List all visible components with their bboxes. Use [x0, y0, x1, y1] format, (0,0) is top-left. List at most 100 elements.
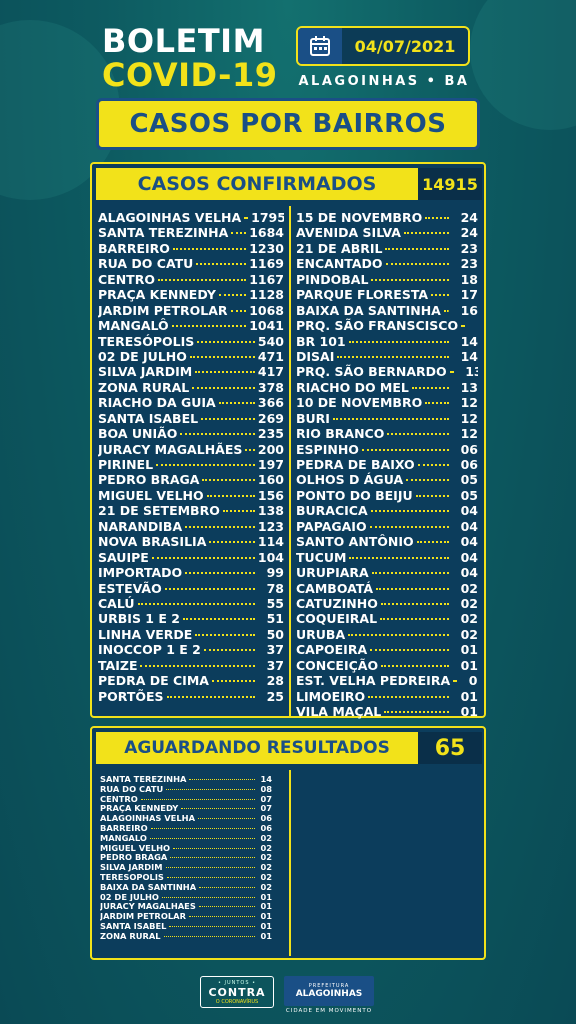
neighborhood-name: IMPORTADO	[98, 565, 183, 581]
neighborhood-name: URUBA	[296, 626, 346, 642]
case-count: 378	[257, 379, 284, 395]
case-count: 366	[257, 395, 284, 411]
neighborhood-name: CENTRO	[100, 793, 138, 804]
list-item: ALAGOINHAS VELHA 06	[100, 813, 272, 823]
dotted-leader	[406, 479, 449, 482]
dotted-leader	[198, 906, 255, 908]
case-count: 01	[460, 642, 478, 658]
dotted-leader	[231, 232, 247, 235]
list-item: BURI 12	[296, 411, 478, 426]
list-item: MIGUEL VELHO 156	[98, 488, 284, 503]
case-count: 02	[460, 626, 478, 642]
dotted-leader	[165, 867, 255, 869]
neighborhood-name: JARDIM PETROLAR	[100, 911, 186, 921]
case-count: 04	[460, 534, 478, 550]
neighborhood-name: URBIS 1 E 2	[98, 611, 180, 627]
neighborhood-name: LIMOEIRO	[296, 688, 366, 704]
list-item: 02 DE JULHO 471	[98, 349, 284, 364]
dotted-leader	[380, 602, 449, 605]
neighborhood-name: EST. VELHA PEDREIRA	[296, 673, 451, 689]
case-count: 05	[460, 472, 478, 488]
dotted-leader	[189, 355, 255, 358]
dotted-leader	[199, 886, 255, 888]
neighborhood-name: 02 DE JULHO	[100, 891, 159, 902]
case-count: 37	[266, 642, 284, 658]
confirmed-title: CASOS CONFIRMADOS	[96, 168, 418, 200]
case-count: 471	[257, 348, 284, 364]
dotted-leader	[197, 340, 255, 343]
list-item: INOCCOP 1 E 2 37	[98, 642, 284, 657]
dotted-leader	[185, 525, 255, 528]
dotted-leader	[164, 587, 255, 590]
list-item: TERESÓPOLIS 540	[98, 334, 284, 349]
case-count: 01	[460, 657, 478, 673]
case-count: 78	[266, 580, 284, 596]
case-count: 01	[260, 911, 272, 921]
neighborhood-name: PEDRA DE BAIXO	[296, 457, 415, 472]
awaiting-results-panel: AGUARDANDO RESULTADOS 65 SANTA TEREZINHA…	[90, 726, 486, 960]
bulletin-date: 04/07/2021	[354, 36, 456, 56]
dotted-leader	[192, 386, 255, 389]
list-item: MIGUEL VELHO 02	[100, 843, 272, 853]
list-item: CENTRO 1167	[98, 272, 284, 287]
case-count: 17	[460, 287, 478, 303]
neighborhood-name: MIGUEL VELHO	[98, 487, 204, 503]
case-count: 269	[257, 410, 284, 426]
neighborhood-name: 21 DE ABRIL	[296, 240, 383, 256]
case-count: 12	[460, 426, 478, 442]
dotted-leader	[151, 556, 255, 559]
list-item: CATUZINHO 02	[296, 596, 478, 611]
list-item: SANTO ANTÔNIO 04	[296, 534, 478, 549]
case-count: 37	[266, 657, 284, 673]
list-item: 15 DE NOVEMBRO 24	[296, 210, 478, 225]
list-item: BR 101 14	[296, 334, 478, 349]
neighborhood-name: CALÚ	[98, 595, 135, 611]
awaiting-total: 65	[418, 732, 482, 764]
case-count: 12	[460, 395, 478, 411]
neighborhood-name: BARREIRO	[100, 822, 148, 833]
neighborhood-name: PINDOBAL	[296, 271, 369, 287]
column-divider	[289, 770, 291, 956]
list-item: 10 DE NOVEMBRO 12	[296, 395, 478, 410]
neighborhood-name: JURACY MAGALHÃES	[98, 441, 243, 457]
dotted-leader	[245, 448, 255, 451]
awaiting-list: SANTA TEREZINHA 14 RUA DO CATU 08 CENTRO 07 PR…	[100, 774, 272, 941]
list-item: ALAGOINHAS VELHA 1795	[98, 210, 284, 225]
dotted-leader	[403, 232, 449, 235]
list-item: CALÚ 55	[98, 596, 284, 611]
neighborhood-name: PRAÇA KENNEDY	[100, 803, 179, 814]
case-count: 04	[460, 518, 478, 534]
list-item: 21 DE ABRIL 23	[296, 241, 478, 256]
case-count: 07	[260, 793, 272, 804]
list-item: BARREIRO 1230	[98, 241, 284, 256]
list-item: PAPAGAIO 04	[296, 519, 478, 534]
list-item: TAIZE 37	[98, 658, 284, 673]
list-item: SILVA JARDIM 02	[100, 862, 272, 872]
dotted-leader	[443, 309, 449, 312]
neighborhood-name: SANTA ISABEL	[98, 410, 199, 426]
neighborhood-name: CAMBOATÁ	[296, 580, 374, 596]
neighborhood-name: BAIXA DA SANTINHA	[296, 302, 441, 318]
case-count: 25	[266, 688, 284, 704]
list-item: 21 DE SETEMBRO 138	[98, 503, 284, 518]
list-item: PINDOBAL 18	[296, 272, 478, 287]
dotted-leader	[411, 386, 449, 389]
confirmed-header: CASOS CONFIRMADOS 14915	[96, 168, 482, 200]
dotted-leader	[218, 294, 247, 297]
neighborhood-name: SANTO ANTÔNIO	[296, 534, 414, 550]
list-item: RUA DO CATU 1169	[98, 256, 284, 271]
list-item: RIACHO DA GUIA 366	[98, 395, 284, 410]
case-count: 1230	[249, 240, 284, 256]
neighborhood-name: SANTA TEREZINHA	[98, 225, 229, 241]
neighborhood-name: ALAGOINHAS VELHA	[100, 813, 195, 823]
dotted-leader	[218, 402, 255, 405]
neighborhood-name: MANGALÔ	[98, 318, 169, 334]
dotted-leader	[384, 711, 449, 713]
case-count: 1169	[249, 256, 284, 272]
neighborhood-name: TERESÓPOLIS	[98, 333, 195, 349]
case-count: 104	[257, 549, 284, 565]
list-item: BAIXA DA SANTINHA 16	[296, 303, 478, 318]
list-item: PRAÇA KENNEDY 1128	[98, 287, 284, 302]
confirmed-cases-panel: CASOS CONFIRMADOS 14915 ALAGOINHAS VELHA…	[90, 162, 486, 719]
list-item: JURACY MAGALHAES 01	[100, 901, 272, 911]
